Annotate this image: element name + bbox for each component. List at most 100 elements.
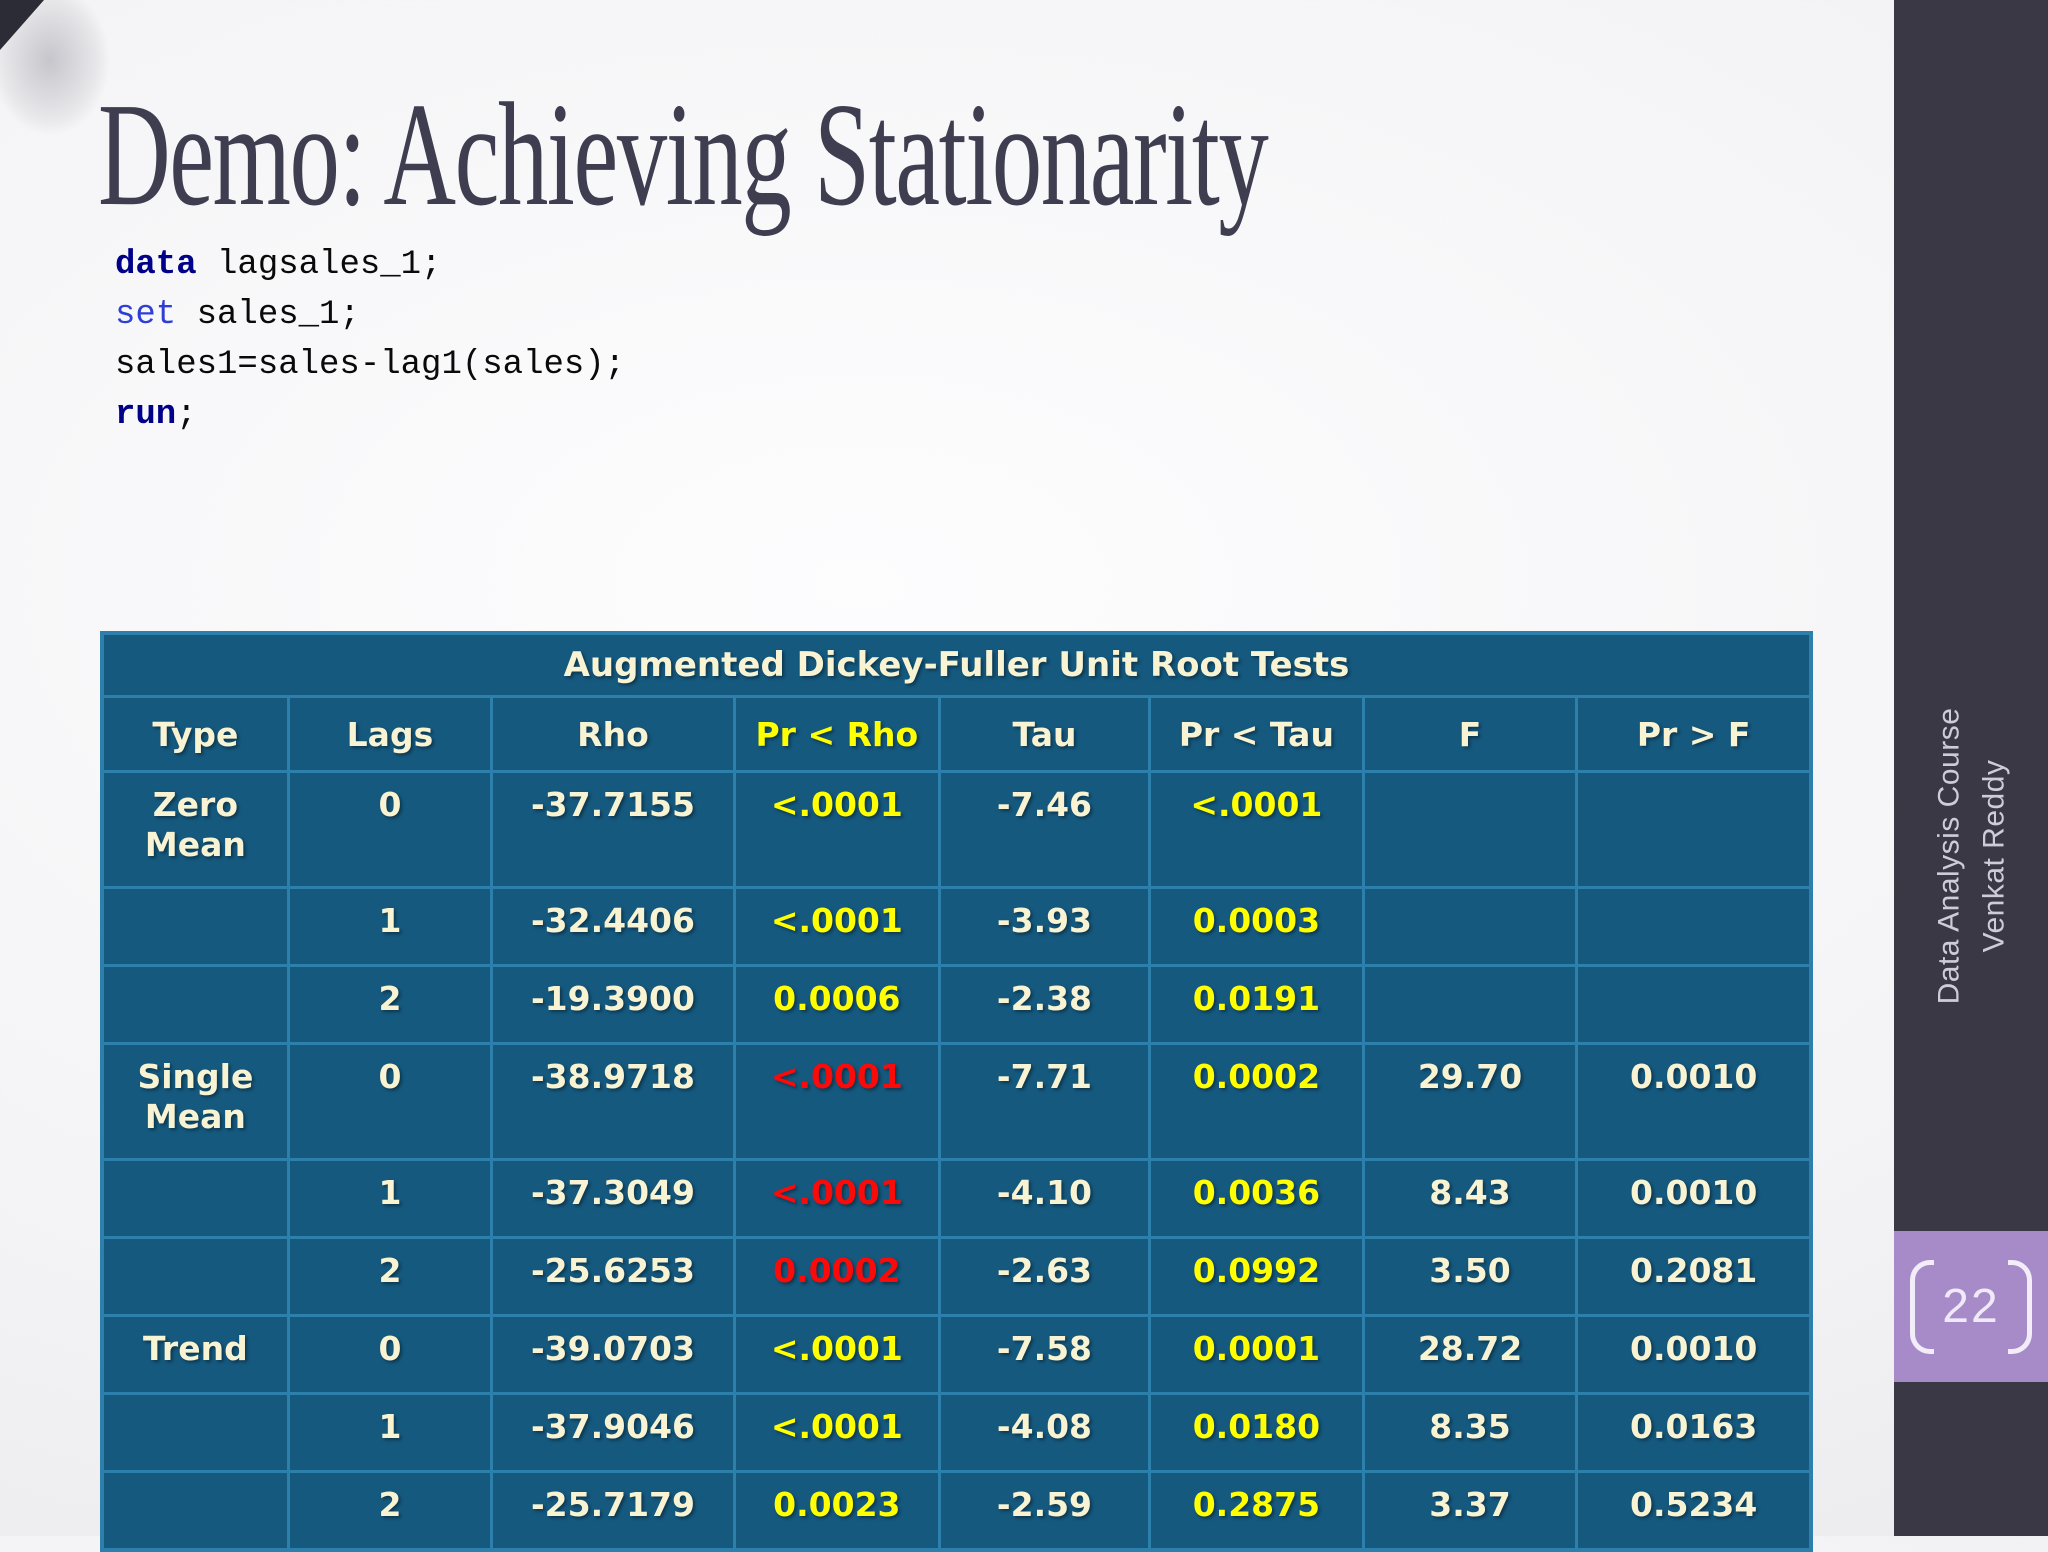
table-cell: 8.43 xyxy=(1361,1158,1579,1239)
table-row: 1 -32.4406 <.0001 -3.93 0.0003 xyxy=(100,886,1813,967)
table-cell: -37.9046 xyxy=(490,1392,736,1473)
table-cell: 2 xyxy=(286,964,494,1045)
code-text: lagsales_1; xyxy=(196,246,442,284)
table-cell xyxy=(100,1158,290,1239)
table-cell xyxy=(1575,770,1813,889)
code-text: ; xyxy=(176,396,197,434)
table-cell: 2 xyxy=(286,1470,494,1552)
table-cell: <.0001 xyxy=(732,1158,941,1239)
table-cell xyxy=(100,964,290,1045)
table-cell: Trend xyxy=(100,1314,290,1395)
table-header-cell: F xyxy=(1361,695,1579,773)
table-cell: 0.0003 xyxy=(1148,886,1365,967)
table-cell: -25.7179 xyxy=(490,1470,736,1552)
table-cell xyxy=(1575,964,1813,1045)
table-header-cell: Pr < Rho xyxy=(732,695,941,773)
table-cell: -2.38 xyxy=(937,964,1152,1045)
table-header-cell: Pr > F xyxy=(1575,695,1813,773)
table-cell: 0.0010 xyxy=(1575,1314,1813,1395)
table-cell: 1 xyxy=(286,1158,494,1239)
table-cell: 29.70 xyxy=(1361,1042,1579,1161)
left-bracket-icon xyxy=(1910,1259,1934,1354)
table-cell xyxy=(100,886,290,967)
table-cell: 28.72 xyxy=(1361,1314,1579,1395)
adf-table: Augmented Dickey-Fuller Unit Root Tests … xyxy=(100,631,1813,1552)
table-cell: 8.35 xyxy=(1361,1392,1579,1473)
table-cell: 2 xyxy=(286,1236,494,1317)
table-cell: 0.0002 xyxy=(732,1236,941,1317)
table-cell: 0.2081 xyxy=(1575,1236,1813,1317)
table-cell: -7.46 xyxy=(937,770,1152,889)
table-cell: Zero Mean xyxy=(100,770,290,889)
code-block: data lagsales_1; set sales_1; sales1=sal… xyxy=(115,240,625,440)
table-title-row: Augmented Dickey-Fuller Unit Root Tests xyxy=(100,631,1813,698)
page-number: 22 xyxy=(1942,1280,2000,1333)
table-cell: -38.9718 xyxy=(490,1042,736,1161)
table-cell: -39.0703 xyxy=(490,1314,736,1395)
table-cell: Single Mean xyxy=(100,1042,290,1161)
table-cell: -4.08 xyxy=(937,1392,1152,1473)
table-cell: 0.0163 xyxy=(1575,1392,1813,1473)
table-cell xyxy=(1361,886,1579,967)
table-cell: <.0001 xyxy=(732,1392,941,1473)
table-cell: 0.0010 xyxy=(1575,1042,1813,1161)
table-cell xyxy=(1361,964,1579,1045)
table-cell: 0.0006 xyxy=(732,964,941,1045)
table-cell: -4.10 xyxy=(937,1158,1152,1239)
table-cell: 3.37 xyxy=(1361,1470,1579,1552)
table-row: 1 -37.3049 <.0001 -4.10 0.0036 8.43 0.0010 xyxy=(100,1158,1813,1239)
table-row: 2 -19.3900 0.0006 -2.38 0.0191 xyxy=(100,964,1813,1045)
table-cell xyxy=(1575,886,1813,967)
code-line: run; xyxy=(115,390,625,440)
code-keyword: data xyxy=(115,246,197,284)
table-header-cell: Rho xyxy=(490,695,736,773)
table-cell: <.0001 xyxy=(732,886,941,967)
table-cell: 0 xyxy=(286,1314,494,1395)
table-cell: 0.2875 xyxy=(1148,1470,1365,1552)
table-cell: -7.71 xyxy=(937,1042,1152,1161)
code-keyword: set xyxy=(115,296,177,334)
code-text: sales_1; xyxy=(176,296,360,334)
table-cell xyxy=(100,1470,290,1552)
table-cell: -37.3049 xyxy=(490,1158,736,1239)
code-text: sales1=sales-lag1(sales); xyxy=(115,346,626,384)
table-cell: 0.0010 xyxy=(1575,1158,1813,1239)
table-title: Augmented Dickey-Fuller Unit Root Tests xyxy=(100,631,1813,698)
table-cell xyxy=(100,1392,290,1473)
table-cell: 0.0023 xyxy=(732,1470,941,1552)
table-cell: 0 xyxy=(286,770,494,889)
code-line: data lagsales_1; xyxy=(115,240,625,290)
corner-fold-icon xyxy=(0,0,44,50)
table-cell: 0.0001 xyxy=(1148,1314,1365,1395)
table-cell: <.0001 xyxy=(732,770,941,889)
table-header-cell: Lags xyxy=(286,695,494,773)
page-number-box: 22 xyxy=(1894,1231,2048,1382)
table-cell: -25.6253 xyxy=(490,1236,736,1317)
table-header-cell: Type xyxy=(100,695,290,773)
table-row: Trend 0 -39.0703 <.0001 -7.58 0.0001 28.72 0.00… xyxy=(100,1314,1813,1395)
table-cell: 0.0191 xyxy=(1148,964,1365,1045)
table-cell: -2.63 xyxy=(937,1236,1152,1317)
table-cell: -7.58 xyxy=(937,1314,1152,1395)
code-line: sales1=sales-lag1(sales); xyxy=(115,340,625,390)
table-cell: 1 xyxy=(286,1392,494,1473)
table-header-cell: Tau xyxy=(937,695,1152,773)
table-cell: 3.50 xyxy=(1361,1236,1579,1317)
table-cell: <.0001 xyxy=(732,1042,941,1161)
slide-title: Demo: Achieving Stationarity xyxy=(98,73,1269,237)
table-cell: -37.7155 xyxy=(490,770,736,889)
table-cell: 0.0036 xyxy=(1148,1158,1365,1239)
table-cell xyxy=(1361,770,1579,889)
table-cell: 0.5234 xyxy=(1575,1470,1813,1552)
table-cell: -32.4406 xyxy=(490,886,736,967)
code-line: set sales_1; xyxy=(115,290,625,340)
table-cell: 0.0180 xyxy=(1148,1392,1365,1473)
table-header-row: Type Lags Rho Pr < Rho Tau Pr < Tau F Pr > F xyxy=(100,695,1813,773)
table-cell: 0.0002 xyxy=(1148,1042,1365,1161)
table-row: 2 -25.6253 0.0002 -2.63 0.0992 3.50 0.2081 xyxy=(100,1236,1813,1317)
code-keyword: run xyxy=(115,396,177,434)
table-cell: -19.3900 xyxy=(490,964,736,1045)
table-row: 1 -37.9046 <.0001 -4.08 0.0180 8.35 0.0163 xyxy=(100,1392,1813,1473)
table-cell: -2.59 xyxy=(937,1470,1152,1552)
table-cell: 0 xyxy=(286,1042,494,1161)
